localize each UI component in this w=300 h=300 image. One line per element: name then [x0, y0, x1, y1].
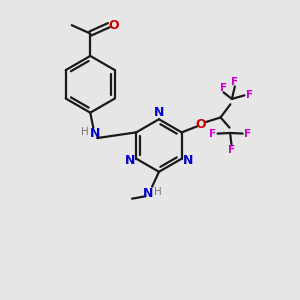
Text: O: O	[109, 19, 119, 32]
Text: N: N	[90, 127, 100, 140]
Text: N: N	[154, 106, 164, 119]
Text: N: N	[124, 154, 135, 167]
Text: F: F	[209, 129, 216, 139]
Text: H: H	[154, 187, 162, 197]
Text: F: F	[231, 76, 239, 87]
Text: O: O	[196, 118, 206, 130]
Text: F: F	[244, 129, 251, 139]
Text: F: F	[228, 145, 235, 155]
Text: F: F	[220, 82, 227, 93]
Text: F: F	[246, 90, 253, 100]
Text: N: N	[143, 187, 154, 200]
Text: N: N	[183, 154, 194, 167]
Text: H: H	[81, 127, 89, 137]
